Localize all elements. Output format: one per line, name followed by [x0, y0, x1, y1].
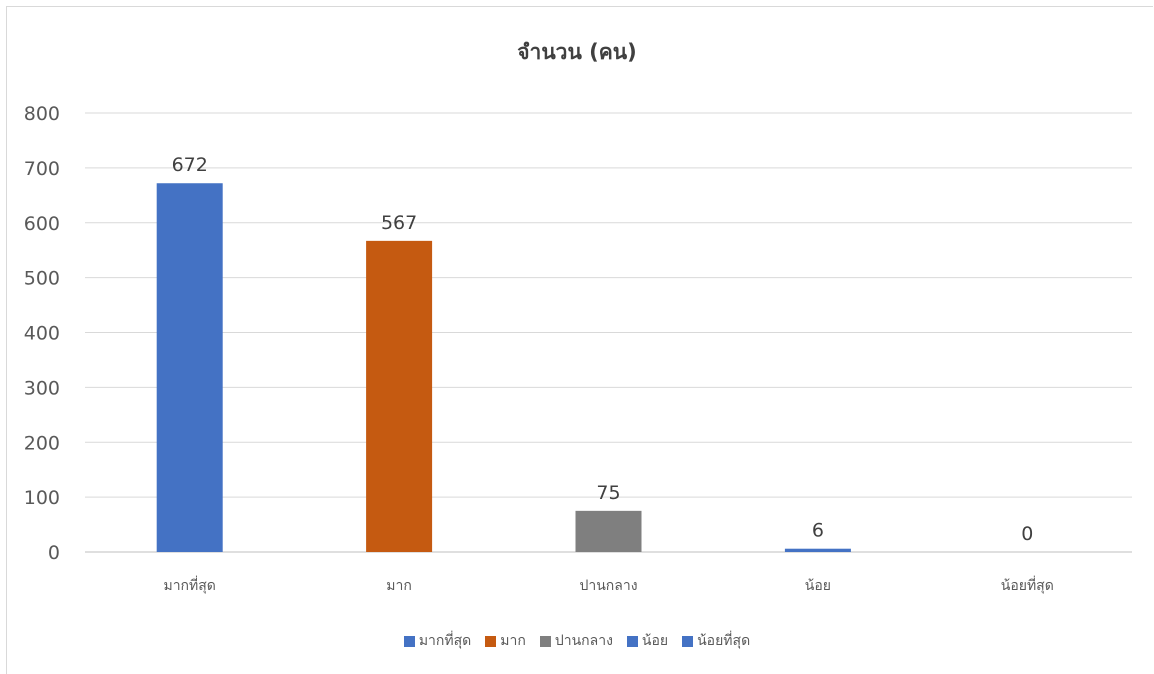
legend-item: มากที่สุด — [404, 630, 471, 652]
x-tick-label: มากที่สุด — [163, 576, 215, 594]
y-tick-label: 0 — [48, 542, 60, 564]
data-label: 6 — [812, 520, 824, 542]
legend-label: มาก — [500, 630, 526, 652]
y-tick-label: 300 — [24, 377, 60, 399]
legend-swatch — [682, 636, 693, 647]
legend-label: น้อยที่สุด — [697, 630, 750, 652]
data-label: 0 — [1021, 523, 1033, 545]
legend-item: มาก — [485, 630, 526, 652]
legend-swatch — [627, 636, 638, 647]
y-tick-label: 700 — [24, 158, 60, 180]
y-tick-label: 600 — [24, 213, 60, 235]
legend-label: ปานกลาง — [555, 630, 613, 652]
y-tick-label: 400 — [24, 323, 60, 345]
bar — [576, 511, 642, 552]
legend-item: ปานกลาง — [540, 630, 613, 652]
legend-swatch — [485, 636, 496, 647]
x-tick-label: น้อย — [805, 578, 831, 594]
y-tick-label: 200 — [24, 432, 60, 454]
legend-item: น้อย — [627, 630, 668, 652]
x-tick-label: มาก — [386, 578, 412, 594]
x-tick-label: น้อยที่สุด — [1001, 576, 1054, 594]
legend-label: น้อย — [642, 630, 668, 652]
legend-swatch — [404, 636, 415, 647]
data-label: 75 — [596, 482, 620, 504]
bar — [157, 183, 223, 552]
legend-item: น้อยที่สุด — [682, 630, 750, 652]
data-label: 567 — [381, 212, 417, 234]
data-label: 672 — [172, 154, 208, 176]
bar — [785, 549, 851, 552]
chart-legend: มากที่สุด มาก ปานกลาง น้อย น้อยที่สุด — [0, 630, 1154, 652]
bar — [366, 241, 432, 552]
y-tick-label: 500 — [24, 268, 60, 290]
x-tick-label: ปานกลาง — [579, 578, 637, 594]
legend-label: มากที่สุด — [419, 630, 471, 652]
y-tick-label: 100 — [24, 487, 60, 509]
legend-swatch — [540, 636, 551, 647]
y-tick-label: 800 — [24, 103, 60, 125]
